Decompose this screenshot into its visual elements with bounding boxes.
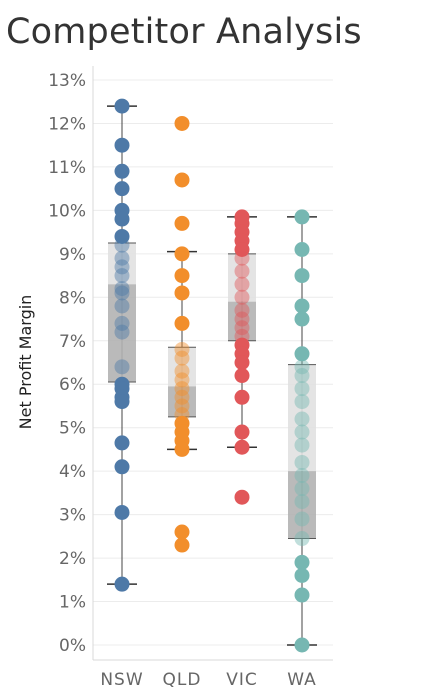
data-point [115, 164, 130, 179]
data-point [235, 355, 250, 370]
data-point [295, 299, 310, 314]
y-tick-label: 6% [59, 375, 86, 395]
data-point [175, 351, 190, 366]
data-point [175, 525, 190, 540]
y-axis-label: Net Profit Margin [16, 295, 35, 430]
y-tick-label: 1% [59, 593, 86, 613]
data-point [295, 531, 310, 546]
data-point [295, 568, 310, 583]
data-point [115, 435, 130, 450]
data-point [115, 99, 130, 114]
data-point [115, 394, 130, 409]
data-point [295, 455, 310, 470]
data-point [175, 285, 190, 300]
data-point [115, 359, 130, 374]
data-point [115, 181, 130, 196]
data-point [295, 242, 310, 257]
data-point [115, 325, 130, 340]
y-tick-label: 3% [59, 506, 86, 526]
data-point [115, 459, 130, 474]
data-point [175, 246, 190, 261]
data-point [295, 468, 310, 483]
data-point [295, 494, 310, 509]
data-point [295, 346, 310, 361]
x-category-label: WA [287, 670, 317, 690]
data-point [295, 555, 310, 570]
data-point [115, 299, 130, 314]
x-category-label: VIC [226, 670, 258, 690]
data-point [295, 312, 310, 327]
y-tick-label: 10% [48, 201, 86, 221]
y-tick-label: 13% [48, 71, 86, 91]
data-point [295, 268, 310, 283]
data-point [235, 425, 250, 440]
data-point [295, 588, 310, 603]
data-point [115, 285, 130, 300]
data-point [115, 138, 130, 153]
data-point [235, 251, 250, 266]
data-point [235, 290, 250, 305]
data-point [175, 268, 190, 283]
x-category-label: QLD [163, 670, 202, 690]
data-point [295, 425, 310, 440]
y-tick-label: 11% [48, 158, 86, 178]
data-point [115, 577, 130, 592]
y-tick-label: 7% [59, 332, 86, 352]
y-tick-label: 12% [48, 114, 86, 134]
data-point [235, 264, 250, 279]
data-point [295, 481, 310, 496]
y-tick-label: 9% [59, 245, 86, 265]
data-point [235, 490, 250, 505]
data-point [295, 412, 310, 427]
data-point [175, 116, 190, 131]
y-tick-label: 5% [59, 419, 86, 439]
data-point [175, 538, 190, 553]
y-tick-label: 0% [59, 636, 86, 656]
data-point [115, 212, 130, 227]
x-category-label: NSW [100, 670, 143, 690]
data-point [295, 438, 310, 453]
data-point [175, 316, 190, 331]
data-point [235, 390, 250, 405]
data-point [295, 511, 310, 526]
data-point [235, 368, 250, 383]
data-points [115, 99, 310, 653]
data-point [175, 172, 190, 187]
data-point [115, 268, 130, 283]
data-point [115, 238, 130, 253]
data-point [295, 394, 310, 409]
data-point [235, 277, 250, 292]
data-point [295, 638, 310, 653]
data-point [295, 209, 310, 224]
data-point [295, 381, 310, 396]
data-point [295, 368, 310, 383]
y-tick-label: 4% [59, 462, 86, 482]
data-point [175, 442, 190, 457]
y-axis-ticks: 0% 1% 2% 3% 4% 5% 6% 7% 8% 9% 10% 11% 12% 13% [48, 71, 86, 656]
boxplots [107, 106, 317, 645]
data-point [175, 216, 190, 231]
y-tick-label: 8% [59, 288, 86, 308]
x-axis-categories: NSW QLD VIC WA [100, 670, 316, 690]
y-tick-label: 2% [59, 549, 86, 569]
data-point [235, 440, 250, 455]
data-point [115, 505, 130, 520]
